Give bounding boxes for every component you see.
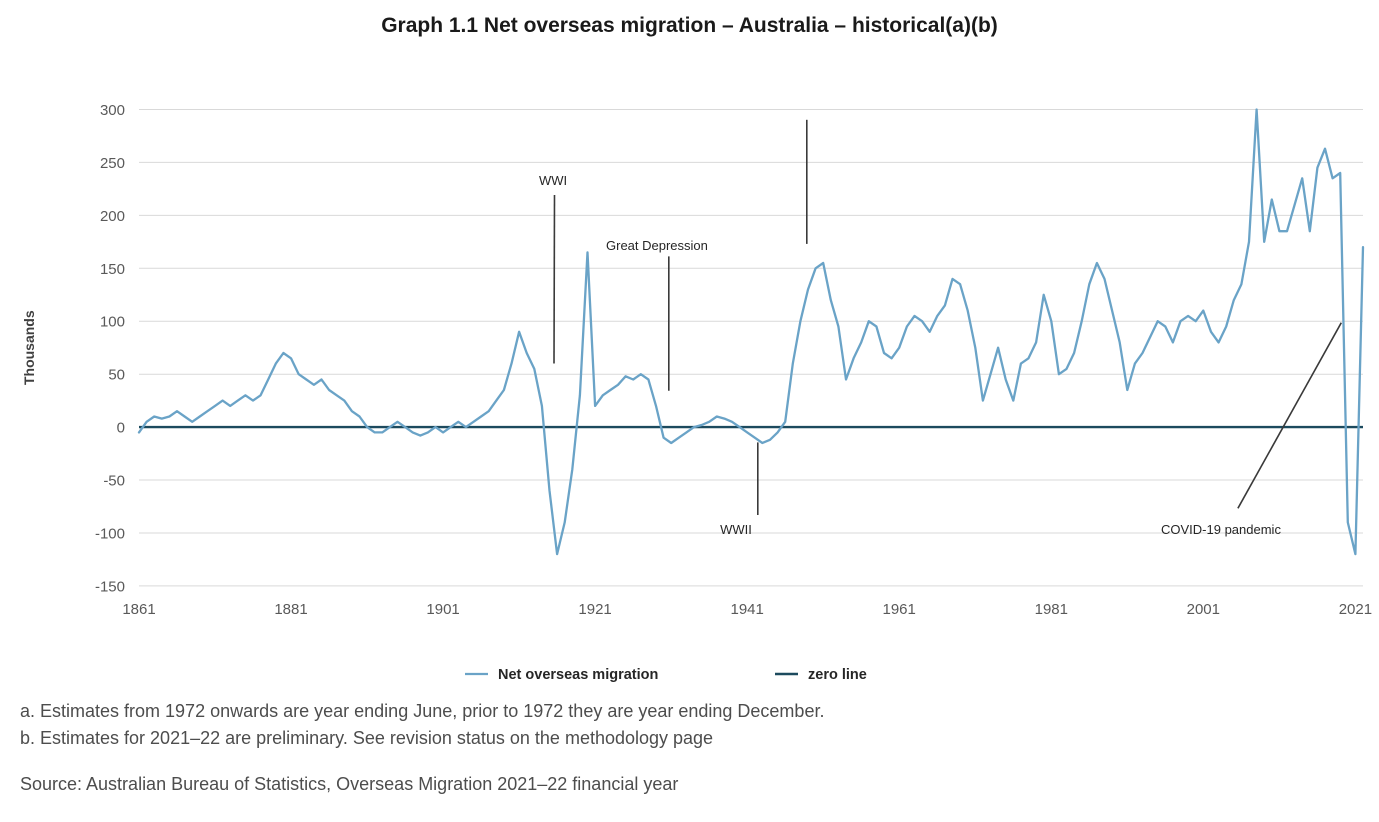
svg-text:100: 100 xyxy=(100,314,125,331)
svg-text:zero line: zero line xyxy=(808,667,867,683)
svg-text:150: 150 xyxy=(100,261,125,278)
svg-text:1901: 1901 xyxy=(426,601,459,618)
svg-text:50: 50 xyxy=(108,367,125,384)
svg-text:200: 200 xyxy=(100,208,125,225)
svg-text:Net overseas migration: Net overseas migration xyxy=(498,667,658,683)
svg-text:2001: 2001 xyxy=(1187,601,1220,618)
svg-text:WWII: WWII xyxy=(720,522,752,537)
svg-text:Thousands: Thousands xyxy=(21,310,37,385)
svg-text:WWI: WWI xyxy=(539,173,567,188)
svg-text:1861: 1861 xyxy=(122,601,155,618)
svg-text:250: 250 xyxy=(100,155,125,172)
svg-text:COVID-19 pandemic: COVID-19 pandemic xyxy=(1161,522,1281,537)
svg-text:-50: -50 xyxy=(103,473,125,490)
svg-text:1961: 1961 xyxy=(883,601,916,618)
svg-text:1881: 1881 xyxy=(274,601,307,618)
svg-text:Great Depression: Great Depression xyxy=(606,238,708,253)
svg-text:0: 0 xyxy=(117,420,125,437)
svg-text:300: 300 xyxy=(100,102,125,119)
svg-text:-150: -150 xyxy=(95,578,125,595)
svg-text:1941: 1941 xyxy=(731,601,764,618)
svg-text:2021: 2021 xyxy=(1339,601,1372,618)
svg-text:1921: 1921 xyxy=(578,601,611,618)
svg-text:-100: -100 xyxy=(95,526,125,543)
svg-text:1981: 1981 xyxy=(1035,601,1068,618)
